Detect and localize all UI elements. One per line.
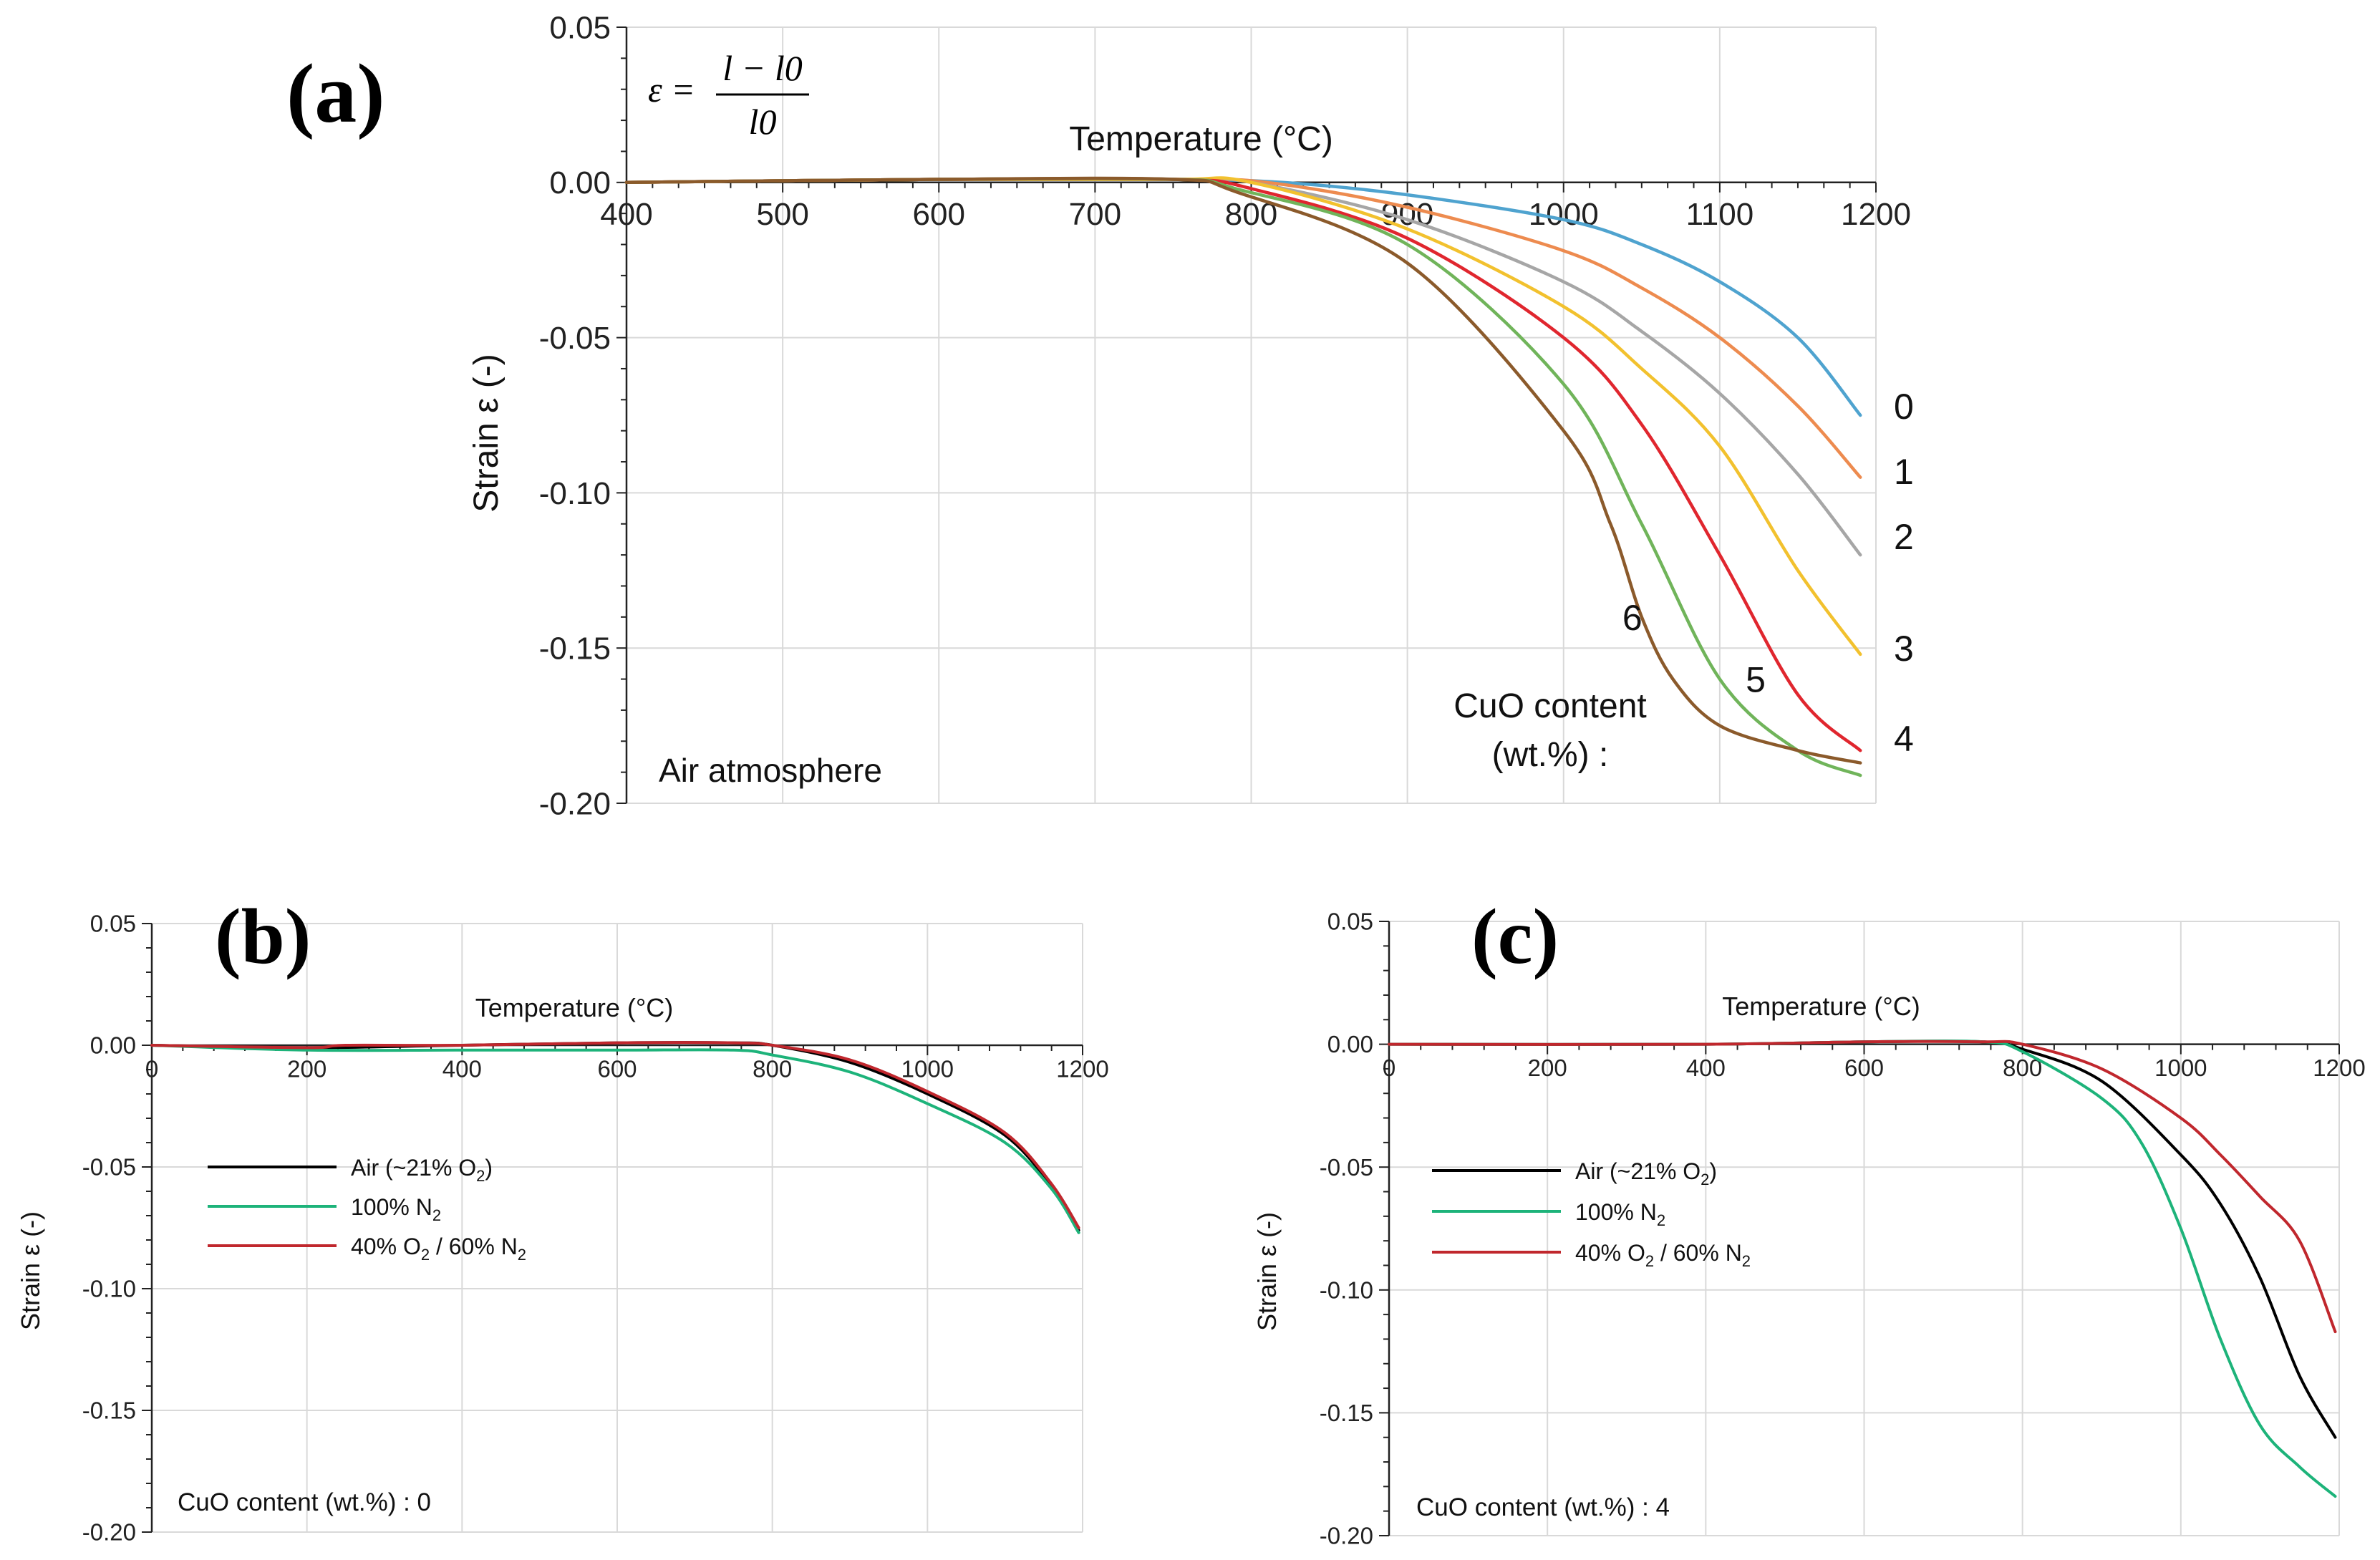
series-line-air-21-o2- <box>1388 1040 2337 1439</box>
x-tick-label: 1200 <box>2313 1055 2365 1081</box>
legend-entry-name: Air (~21% O <box>1575 1158 1701 1184</box>
series-label-6: 6 <box>1622 598 1643 638</box>
x-tick-label: 500 <box>756 197 808 232</box>
series-line-4 <box>624 177 1862 752</box>
legend-entry-subscript: 2 <box>421 1246 430 1264</box>
legend-entry-label: Air (~21% O2) <box>1575 1158 1717 1188</box>
cuo-content-note: CuO content <box>1453 687 1646 725</box>
chart-panel-c: 0.050.00-0.05-0.10-0.15-0.200 200 400 600 80… <box>1252 893 2366 1549</box>
x-axis-title: Temperature (°C) <box>1722 992 1920 1021</box>
y-tick-label: -0.05 <box>82 1154 136 1181</box>
legend-entry-tail: ) <box>485 1155 493 1181</box>
cuo-content-note: CuO content (wt.%) : 0 <box>178 1488 431 1516</box>
legend-entry-label: 100% N2 <box>351 1194 441 1224</box>
legend-entry-name: 100% N <box>1575 1199 1657 1225</box>
formula-lhs: ε = <box>648 69 695 110</box>
y-tick-label: -0.05 <box>1320 1154 1373 1181</box>
legend-entry-label: 100% N2 <box>1575 1199 1665 1229</box>
x-tick-label: 0 <box>145 1056 158 1082</box>
y-tick-label: -0.20 <box>539 786 611 821</box>
chart-panel-b: 0.05 0.00 -0.05 -0.10 -0.15 -0.20 0 200 400 600 80… <box>16 893 1109 1546</box>
series-label-2: 2 <box>1894 517 1914 557</box>
legend-entry-subscript: 2 <box>1645 1252 1654 1270</box>
y-tick-label: -0.15 <box>82 1397 136 1424</box>
cuo-content-unit: (wt.%) : <box>1492 736 1609 774</box>
legend-entry-subscript: 2 <box>432 1206 441 1224</box>
cuo-content-note: CuO content (wt.%) : 4 <box>1416 1493 1670 1521</box>
x-tick-label: 200 <box>1528 1055 1567 1081</box>
y-tick-label: -0.20 <box>1320 1523 1373 1549</box>
x-tick-label: 400 <box>1686 1055 1726 1081</box>
panel-label: (c) <box>1471 893 1559 980</box>
y-tick-label: -0.10 <box>82 1276 136 1302</box>
legend-entry-name: 100% N <box>351 1194 432 1220</box>
y-tick-label: -0.10 <box>539 476 611 511</box>
y-axis-title: Strain ε (-) <box>1252 1212 1282 1331</box>
formula-denominator: l0 <box>749 102 777 142</box>
legend-entry-subscript: 2 <box>1701 1171 1709 1188</box>
x-tick-label: 600 <box>1844 1055 1884 1081</box>
x-tick-label: 400 <box>442 1056 482 1082</box>
panel-label: (b) <box>215 893 311 980</box>
x-tick-label: 1200 <box>1056 1056 1108 1082</box>
y-tick-label: -0.15 <box>539 631 611 667</box>
x-axis-title: Temperature (°C) <box>1069 120 1333 158</box>
y-tick-label: -0.20 <box>82 1519 136 1546</box>
series-line-2 <box>624 177 1862 557</box>
series-line-6 <box>624 176 1862 765</box>
x-tick-label: 200 <box>287 1056 326 1082</box>
legend-entry-label: 40% O2 / 60% N2 <box>1575 1240 1751 1270</box>
series-line-3 <box>624 176 1862 657</box>
y-tick-label: -0.05 <box>539 321 611 356</box>
x-tick-label: 1200 <box>1841 197 1911 232</box>
legend-entry-name: 40% O <box>351 1234 421 1259</box>
legend-entry-subscript: 2 <box>518 1246 526 1264</box>
y-tick-label: 0.00 <box>1327 1031 1373 1057</box>
x-tick-label: 1100 <box>1686 197 1754 232</box>
formula-numerator: l − l0 <box>722 48 803 88</box>
legend-entry-tail: / 60% N <box>430 1234 518 1259</box>
series-label-5: 5 <box>1746 660 1766 700</box>
series-line-100-n2 <box>1388 1040 2337 1498</box>
x-tick-label: 800 <box>753 1056 792 1082</box>
y-tick-label: 0.00 <box>549 165 611 200</box>
y-axis-title: Strain ε (-) <box>16 1211 45 1330</box>
x-tick-label: 1000 <box>901 1056 954 1082</box>
legend-entry-label: 40% O2 / 60% N2 <box>351 1234 526 1264</box>
legend-entry-name: Air (~21% O <box>351 1155 476 1181</box>
y-tick-label: -0.10 <box>1320 1276 1373 1303</box>
series-label-3: 3 <box>1894 629 1914 669</box>
panel-label: (a) <box>286 47 385 140</box>
chart-panel-a: 0.05 0.00 -0.05 -0.10 -0.15 -0.20 400 500 600 700… <box>286 10 1914 821</box>
x-tick-label: 700 <box>1069 197 1121 232</box>
y-tick-label: 0.05 <box>1327 909 1373 935</box>
atmosphere-note: Air atmosphere <box>659 752 882 789</box>
series-line-40-o2-60-n2 <box>1388 1040 2337 1334</box>
y-tick-label: 0.00 <box>90 1032 136 1059</box>
series-label-0: 0 <box>1894 387 1914 427</box>
x-tick-label: 600 <box>597 1056 637 1082</box>
series-line-100-n2 <box>150 1044 1080 1234</box>
legend-entry-tail: ) <box>1709 1158 1717 1184</box>
y-tick-label: -0.15 <box>1320 1400 1373 1426</box>
legend-entry-name: 40% O <box>1575 1240 1645 1266</box>
x-axis-title: Temperature (°C) <box>475 993 673 1022</box>
legend-entry-subscript: 2 <box>476 1167 485 1185</box>
y-tick-label: 0.05 <box>90 911 136 937</box>
x-tick-label: 400 <box>600 197 652 232</box>
y-axis-title: Strain ε (-) <box>468 354 505 512</box>
x-tick-label: 600 <box>913 197 965 232</box>
legend-entry-label: Air (~21% O2) <box>351 1155 493 1185</box>
x-tick-label: 0 <box>1383 1055 1395 1081</box>
legend-entry-subscript: 2 <box>1657 1211 1665 1229</box>
legend-entry-tail: / 60% N <box>1654 1240 1742 1266</box>
series-label-4: 4 <box>1894 719 1914 759</box>
x-tick-label: 1000 <box>2154 1055 2207 1081</box>
y-tick-label: 0.05 <box>549 10 611 45</box>
series-label-1: 1 <box>1894 452 1914 492</box>
legend-entry-subscript: 2 <box>1742 1252 1751 1270</box>
series-line-40-o2-60-n2 <box>150 1041 1080 1229</box>
